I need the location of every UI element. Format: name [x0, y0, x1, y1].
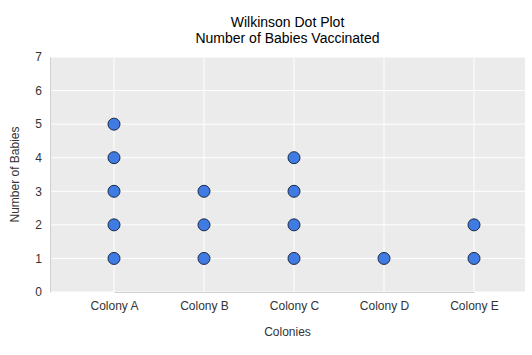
- tick: 5: [35, 117, 50, 131]
- dot: [108, 152, 120, 164]
- grid: [50, 57, 525, 292]
- tick-label: Colony C: [270, 299, 320, 313]
- grid-line: [50, 292, 525, 293]
- tick-label: 6: [35, 84, 42, 98]
- dot: [288, 152, 300, 164]
- dot: [288, 219, 300, 231]
- title: Wilkinson Dot Plot: [231, 14, 345, 30]
- plot-background: [50, 57, 525, 292]
- chart: 0 1 2 3 4 5 6 7 Colony A Colony B Colony C Colony D…: [0, 0, 532, 355]
- tick: Colony D: [360, 292, 410, 313]
- tick: 2: [35, 218, 50, 232]
- tick-label: Colony D: [360, 299, 410, 313]
- dot: [108, 252, 120, 264]
- dot: [468, 219, 480, 231]
- tick: 7: [35, 50, 50, 64]
- dot: [108, 118, 120, 130]
- tick-label: 0: [35, 285, 42, 299]
- dot: [378, 252, 390, 264]
- dot: [198, 185, 210, 197]
- tick: 4: [35, 151, 50, 165]
- tick-label: 1: [35, 252, 42, 266]
- y-axis-title: Number of Babies: [8, 126, 22, 222]
- plot: 0 1 2 3 4 5 6 7 Colony A Colony B Colony C Colony D…: [35, 50, 525, 312]
- x-axis: Colony A Colony B Colony C Colony D Colony E: [90, 292, 498, 313]
- axis-line: [50, 58, 51, 293]
- tick: Colony C: [270, 292, 320, 313]
- tick: 3: [35, 185, 50, 199]
- tick: Colony A: [90, 292, 138, 313]
- tick: Colony E: [450, 292, 499, 313]
- marks: [108, 118, 480, 264]
- subtitle: Number of Babies Vaccinated: [195, 30, 379, 46]
- dot: [198, 252, 210, 264]
- tick-label: 3: [35, 185, 42, 199]
- tick: 1: [35, 252, 50, 266]
- x-axis-title: Colonies: [264, 325, 311, 339]
- tick-label: 4: [35, 151, 42, 165]
- axis-line: [115, 292, 475, 293]
- tick-label: 5: [35, 117, 42, 131]
- tick-label: Colony B: [180, 299, 229, 313]
- dot: [108, 185, 120, 197]
- tick: Colony B: [180, 292, 229, 313]
- tick-label: Colony E: [450, 299, 499, 313]
- dot: [108, 219, 120, 231]
- y-axis: 0 1 2 3 4 5 6 7: [35, 50, 50, 299]
- grid-line: [50, 124, 525, 125]
- dot: [288, 252, 300, 264]
- tick-label: 2: [35, 218, 42, 232]
- dot: [468, 252, 480, 264]
- grid-line: [50, 57, 525, 58]
- grid-line: [50, 90, 525, 91]
- tick: 6: [35, 84, 50, 98]
- dot: [288, 185, 300, 197]
- tick-label: Colony A: [90, 299, 138, 313]
- dot: [198, 219, 210, 231]
- tick-label: 7: [35, 50, 42, 64]
- tick: 0: [35, 285, 50, 299]
